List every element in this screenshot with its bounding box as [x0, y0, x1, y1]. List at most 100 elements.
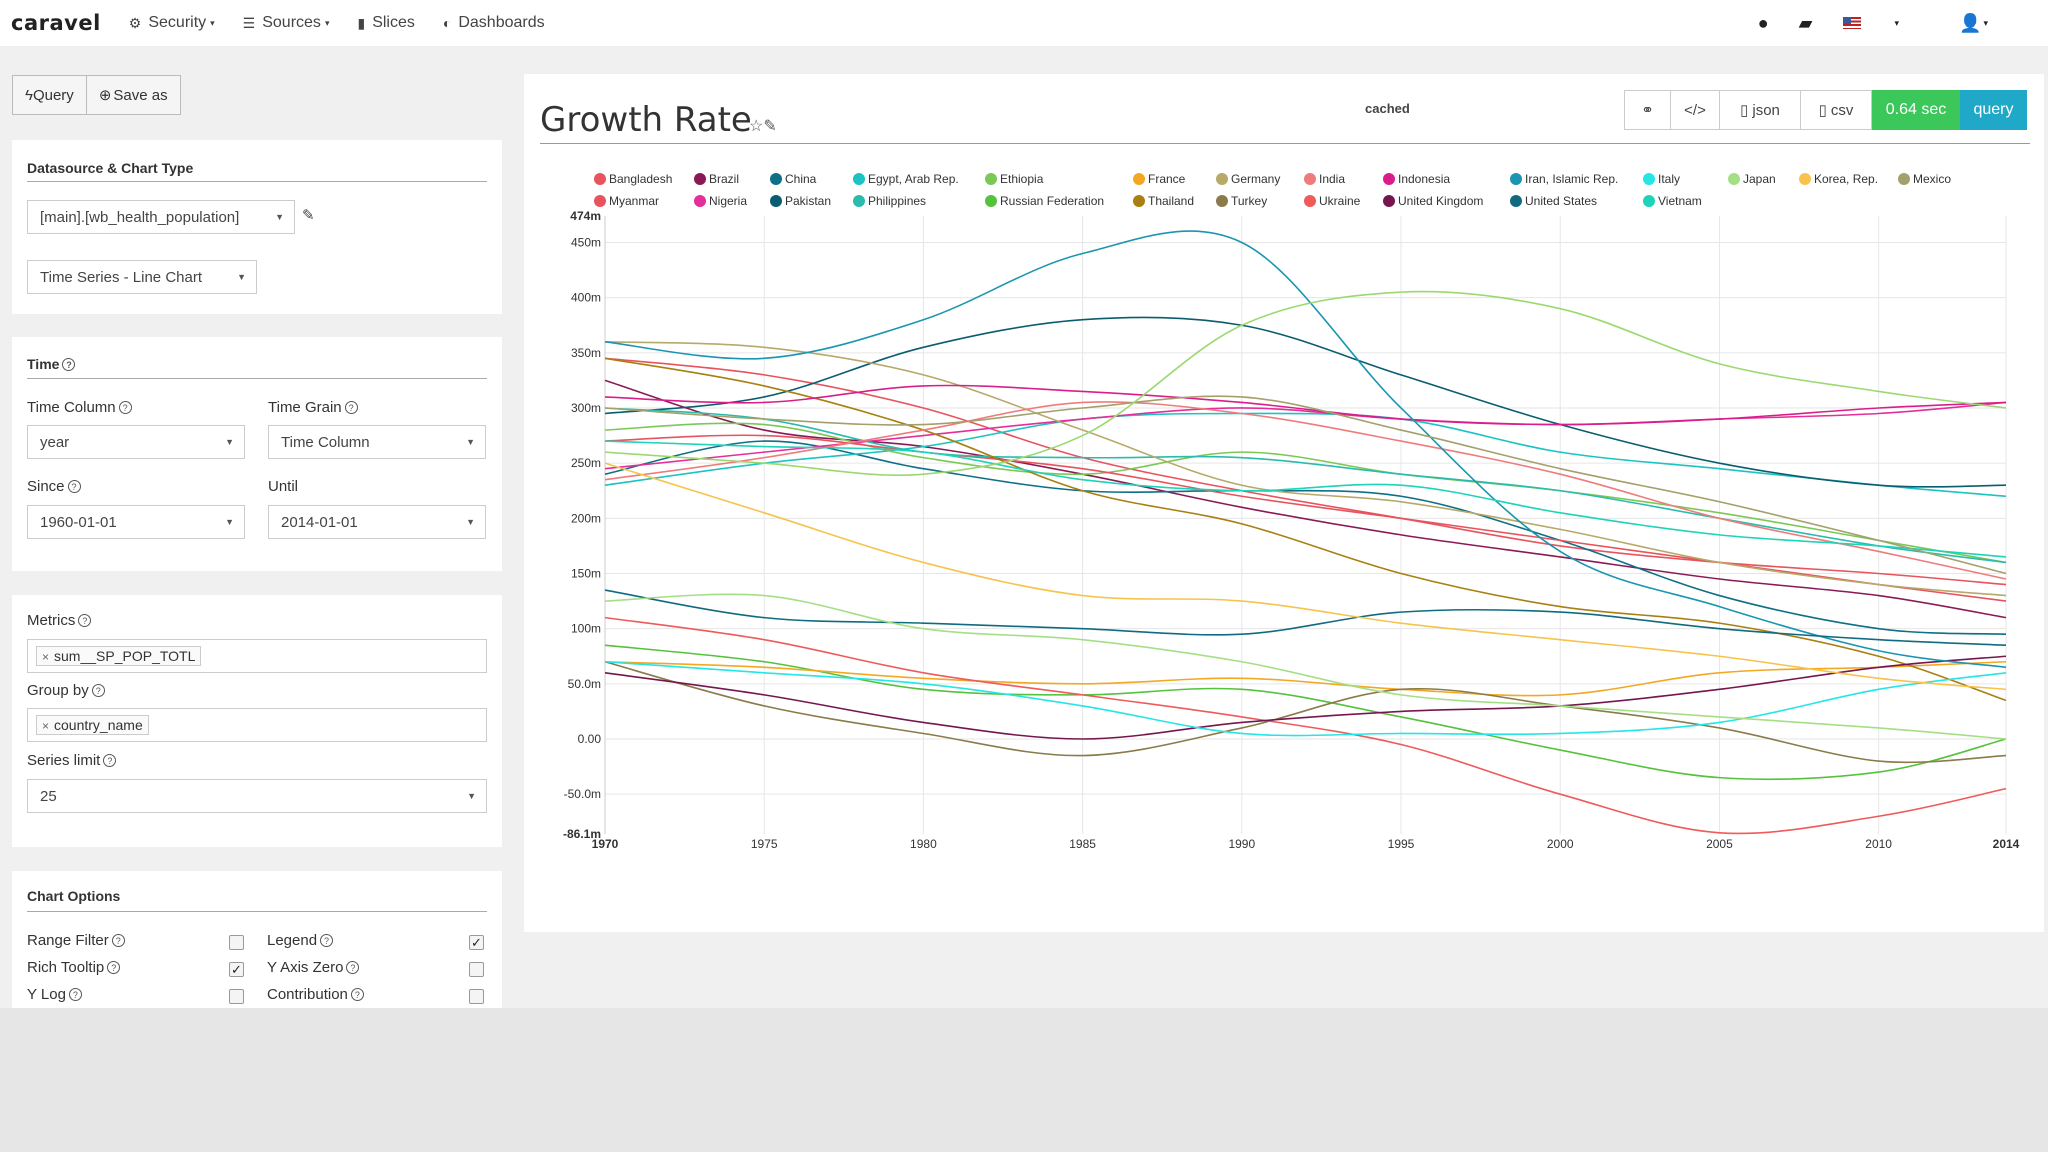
- range-filter-checkbox[interactable]: [229, 935, 244, 950]
- help-icon[interactable]: ?: [67, 480, 81, 493]
- docs-book-icon[interactable]: ▰: [1798, 12, 1813, 33]
- github-icon[interactable]: ●: [1757, 12, 1769, 33]
- legend-dot: [1643, 195, 1655, 207]
- json-label: json: [1752, 101, 1780, 119]
- range-filter-label: Range Filter?: [27, 932, 125, 949]
- y-axis-zero-label: Y Axis Zero?: [267, 959, 360, 976]
- x-tick-label: 2005: [1706, 837, 1733, 851]
- csv-button[interactable]: ▯ csv: [1800, 90, 1872, 130]
- series-line: [604, 660, 2007, 764]
- series-line: [604, 290, 2007, 477]
- x-tick-label: 1985: [1069, 837, 1096, 851]
- help-icon[interactable]: ?: [78, 614, 92, 627]
- legend-dot: [985, 195, 997, 207]
- series-limit-label: Series limit?: [27, 752, 117, 769]
- select-arrow-icon: ▼: [225, 437, 234, 447]
- legend-label: Mexico: [1913, 172, 1951, 186]
- group-by-tag[interactable]: × country_name: [36, 715, 149, 735]
- series-limit-select[interactable]: 25 ▼: [27, 779, 487, 813]
- legend-label: France: [1148, 172, 1186, 186]
- help-icon[interactable]: ?: [91, 684, 105, 697]
- dashboard-icon: ◐: [442, 15, 452, 31]
- remove-tag-icon[interactable]: ×: [42, 650, 50, 664]
- since-select[interactable]: 1960-01-01 ▼: [27, 505, 245, 539]
- rich-tooltip-checkbox[interactable]: ✓: [229, 962, 244, 977]
- nav-slices-label: Slices: [372, 14, 415, 31]
- time-column-value: year: [40, 433, 70, 451]
- help-icon[interactable]: ?: [68, 988, 82, 1001]
- help-icon[interactable]: ?: [320, 934, 334, 947]
- nav-security[interactable]: ⚙ Security ▾: [129, 14, 215, 32]
- metrics-input[interactable]: × sum__SP_POP_TOTL: [27, 639, 487, 673]
- permalink-button[interactable]: ⚭: [1624, 90, 1671, 130]
- y-tick-label: 350m: [571, 346, 601, 360]
- query-button[interactable]: ϟ Query: [12, 75, 87, 115]
- y-tick-label: 150m: [571, 566, 601, 580]
- contribution-checkbox[interactable]: [469, 989, 484, 1004]
- metrics-label: Metrics?: [27, 612, 92, 629]
- legend-checkbox[interactable]: ✓: [469, 935, 484, 950]
- nav-sources[interactable]: ☰ Sources ▾: [243, 14, 330, 32]
- group-by-input[interactable]: × country_name: [27, 708, 487, 742]
- x-tick-label: 1990: [1228, 837, 1255, 851]
- brand-logo[interactable]: caravel: [11, 11, 101, 35]
- legend-dot: [1216, 195, 1228, 207]
- series-line: [604, 440, 2007, 558]
- embed-code-button[interactable]: </>: [1670, 90, 1720, 130]
- series-limit-label-text: Series limit: [27, 752, 101, 769]
- legend-label: Thailand: [1148, 194, 1194, 208]
- legend-dot: [1216, 173, 1228, 185]
- help-icon[interactable]: ?: [118, 401, 132, 414]
- time-grain-label: Time Grain?: [268, 399, 358, 416]
- help-icon[interactable]: ?: [103, 754, 117, 767]
- legend-label: Korea, Rep.: [1814, 172, 1878, 186]
- legend-dot: [1510, 173, 1522, 185]
- y-axis-zero-checkbox[interactable]: [469, 962, 484, 977]
- since-label-text: Since: [27, 478, 65, 495]
- user-icon[interactable]: 👤 ▾: [1959, 12, 1988, 33]
- help-icon[interactable]: ?: [346, 961, 360, 974]
- metric-tag[interactable]: × sum__SP_POP_TOTL: [36, 646, 202, 666]
- edit-icon[interactable]: ✎: [763, 118, 777, 135]
- series-line: [604, 434, 2007, 602]
- contribution-label: Contribution?: [267, 986, 364, 1003]
- group-by-label: Group by?: [27, 682, 105, 699]
- chart-type-select[interactable]: Time Series - Line Chart ▼: [27, 260, 257, 294]
- time-grain-select[interactable]: Time Column ▼: [268, 425, 486, 459]
- y-log-checkbox[interactable]: [229, 989, 244, 1004]
- query-run-button[interactable]: query: [1960, 90, 2027, 130]
- edit-datasource-icon[interactable]: ✎: [302, 207, 315, 224]
- link-icon: ⚭: [1641, 102, 1654, 119]
- legend-label: Philippines: [868, 194, 926, 208]
- series-line: [604, 593, 2007, 740]
- time-column-select[interactable]: year ▼: [27, 425, 245, 459]
- legend-dot: [694, 195, 706, 207]
- language-flag-icon[interactable]: ▾: [1842, 17, 1930, 29]
- legend-label: Pakistan: [785, 194, 831, 208]
- series-line: [604, 316, 2007, 488]
- metrics-label-text: Metrics: [27, 612, 76, 629]
- until-select[interactable]: 2014-01-01 ▼: [268, 505, 486, 539]
- y-log-label: Y Log?: [27, 986, 82, 1003]
- datasource-select[interactable]: [main].[wb_health_population] ▼: [27, 200, 295, 234]
- help-icon[interactable]: ?: [107, 961, 121, 974]
- help-icon[interactable]: ?: [62, 358, 76, 371]
- nav-dashboards[interactable]: ◐ Dashboards: [443, 14, 545, 32]
- y-tick-label: -86.1m: [563, 827, 601, 841]
- star-icon[interactable]: ☆: [749, 118, 764, 135]
- query-actions: ϟ Query ⊕ Save as: [12, 75, 181, 115]
- legend-dot: [853, 173, 865, 185]
- metrics-panel: Metrics? × sum__SP_POP_TOTL Group by? × co…: [12, 595, 502, 847]
- legend-label: Indonesia: [1398, 172, 1450, 186]
- help-icon[interactable]: ?: [344, 401, 358, 414]
- nav-slices[interactable]: ▮ Slices: [357, 14, 414, 32]
- save-as-button[interactable]: ⊕ Save as: [86, 75, 181, 115]
- help-icon[interactable]: ?: [350, 988, 364, 1001]
- remove-tag-icon[interactable]: ×: [42, 719, 50, 733]
- time-grain-label-text: Time Grain: [268, 399, 342, 416]
- bar-chart-icon: ▮: [357, 14, 366, 31]
- help-icon[interactable]: ?: [111, 934, 125, 947]
- code-icon: </>: [1684, 101, 1706, 119]
- json-button[interactable]: ▯ json: [1719, 90, 1801, 130]
- x-tick-label: 2010: [1865, 837, 1892, 851]
